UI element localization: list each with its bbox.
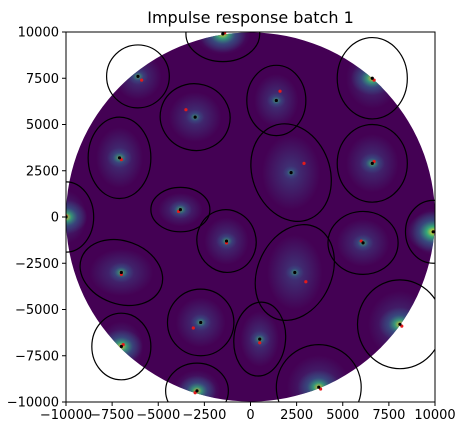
response-peak [66,199,88,235]
source-ellipse [91,312,152,381]
source-ellipse [166,288,235,357]
source-ellipse [404,199,435,264]
y-axis: −10000 −7500 −5000 −2500 0 2500 5000 7500 10000 [7,26,66,411]
y-tick-label: 5000 [26,118,59,133]
source-point [178,208,182,212]
x-tick-label: −10000 [40,408,92,423]
y-tick-label: −2500 [15,257,59,272]
x-tick-label: 5000 [326,408,359,423]
source-point [221,32,225,36]
source-point [317,385,321,389]
source-point [258,337,262,341]
source-ellipse [165,362,229,402]
source-point [119,270,123,275]
y-tick-label: 7500 [26,72,59,87]
source-point [193,115,197,119]
source-point [224,239,229,243]
estimate-point [191,326,195,330]
source-point [274,98,278,103]
y-tick-label: −7500 [15,349,59,364]
source-point [289,171,293,175]
estimate-point [304,280,308,284]
chart-title: Impulse response batch 1 [147,8,354,27]
y-tick-label: 2500 [26,164,59,179]
source-ellipse [159,83,231,152]
x-tick-label: −7500 [90,408,134,423]
source-ellipse [87,116,152,200]
estimate-point [278,89,282,93]
source-ellipse [150,186,211,233]
source-ellipse [185,32,261,63]
estimate-point [258,341,262,345]
estimate-point [184,108,188,112]
x-tick-label: 7500 [372,408,405,423]
source-point [119,344,123,349]
source-ellipse [250,123,332,222]
field-disk [66,32,435,402]
x-axis: −10000−7500 −5000 −2500 0 2500 5000 7500 10000 [40,402,456,423]
source-ellipse [336,36,408,120]
source-point [370,161,374,165]
source-point [370,76,374,80]
x-tick-label: 10000 [414,408,455,423]
source-ellipses [66,32,435,402]
estimate-point [140,78,144,82]
source-point [293,270,297,275]
y-tick-label: −5000 [15,303,59,318]
x-tick-label: −5000 [136,408,180,423]
source-ellipse [356,279,435,370]
source-ellipse [233,301,287,377]
x-tick-label: 2500 [280,408,313,423]
source-ellipse [105,44,170,109]
source-point [431,230,435,234]
y-tick-label: −10000 [7,396,59,411]
source-point [199,320,203,325]
source-ellipse [246,64,307,137]
source-ellipse [196,209,257,273]
estimate-point [302,161,306,165]
x-tick-label: −2500 [182,408,226,423]
source-point [361,241,365,245]
source-ellipse [336,123,408,203]
y-tick-label: 0 [51,211,59,226]
y-tick-label: 10000 [18,26,59,41]
source-ellipse [327,210,399,275]
source-ellipse [254,224,335,321]
x-tick-label: 0 [246,408,254,423]
source-point [195,389,199,393]
source-point [117,156,122,160]
source-ellipse [66,181,95,253]
source-ellipse [275,344,362,402]
source-ellipse [79,238,164,307]
plot-area [66,32,435,402]
source-point [136,74,140,78]
source-point [398,322,402,326]
source-points [66,32,435,395]
